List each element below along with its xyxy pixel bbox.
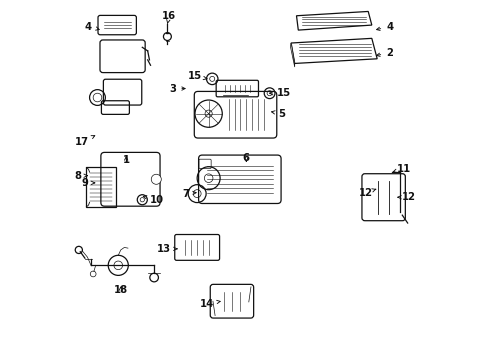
Text: 2: 2: [376, 48, 392, 58]
Circle shape: [151, 174, 161, 184]
Polygon shape: [290, 39, 376, 63]
Text: 14: 14: [200, 299, 220, 309]
Text: 3: 3: [169, 84, 185, 94]
Text: 5: 5: [271, 109, 285, 119]
Text: 12: 12: [358, 188, 375, 198]
Text: 6: 6: [243, 153, 249, 163]
Text: 12: 12: [397, 192, 415, 202]
Text: 16: 16: [162, 11, 176, 24]
Text: 7: 7: [182, 189, 196, 199]
Text: 17: 17: [74, 136, 95, 147]
Text: 8: 8: [74, 171, 87, 181]
Text: 4: 4: [85, 22, 99, 32]
Text: 13: 13: [157, 244, 177, 254]
Text: 4: 4: [376, 22, 392, 32]
Text: 15: 15: [187, 71, 207, 81]
Text: 9: 9: [81, 178, 95, 188]
Polygon shape: [296, 12, 371, 30]
Polygon shape: [290, 43, 294, 67]
Text: 18: 18: [114, 285, 127, 296]
Text: 11: 11: [392, 163, 410, 174]
Text: 15: 15: [269, 88, 290, 98]
Text: 10: 10: [143, 195, 163, 205]
Text: 1: 1: [122, 155, 129, 165]
Bar: [86, 167, 116, 207]
